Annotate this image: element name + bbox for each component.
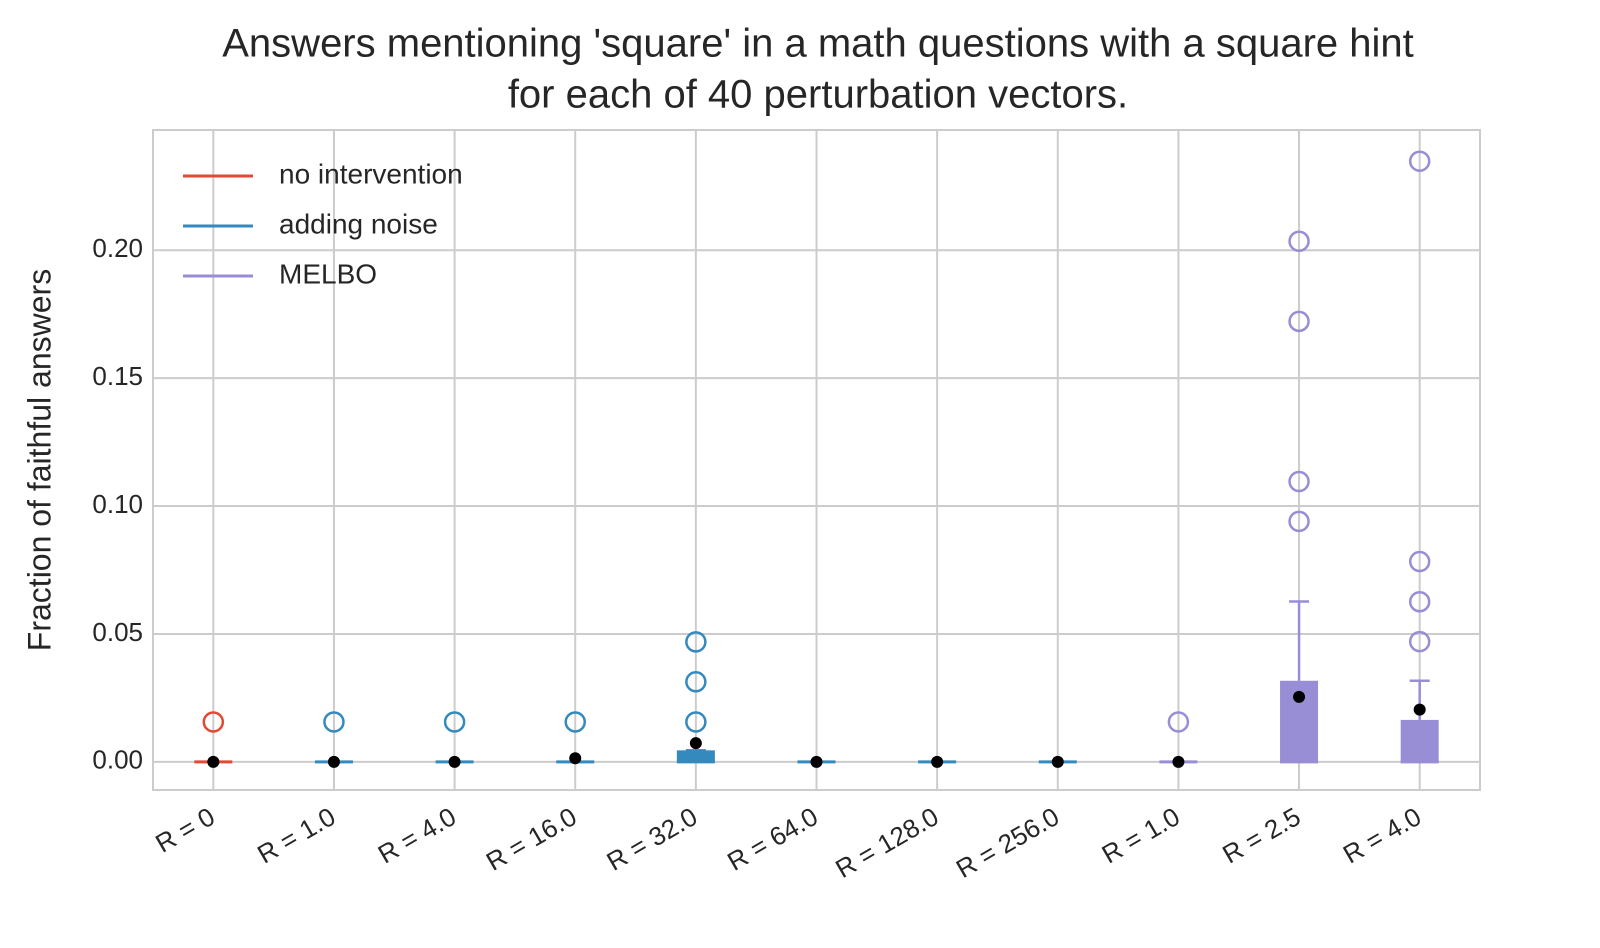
y-tick-label: 0.15 xyxy=(92,361,143,391)
mean xyxy=(810,755,823,768)
y-axis-label: Fraction of faithful answers xyxy=(21,269,57,651)
outlier xyxy=(1288,310,1310,333)
x-tick-label: R = 32.0 xyxy=(602,801,703,876)
box xyxy=(1400,719,1439,762)
x-tick-label: R = 1.0 xyxy=(252,801,340,869)
mean xyxy=(1051,755,1064,768)
x-tick-label: R = 2.5 xyxy=(1217,801,1305,869)
legend-label: adding noise xyxy=(279,208,438,239)
mean xyxy=(569,752,582,765)
outlier xyxy=(202,711,225,733)
y-tick-label: 0.20 xyxy=(92,233,143,263)
outlier xyxy=(564,711,586,733)
outlier xyxy=(685,631,707,653)
x-tick-label: R = 0 xyxy=(150,801,219,858)
x-tick-label: R = 64.0 xyxy=(722,801,823,876)
mean xyxy=(327,755,340,768)
x-tick-label: R = 128.0 xyxy=(830,801,943,884)
mean xyxy=(1293,690,1306,703)
outlier xyxy=(323,711,345,733)
mean xyxy=(931,755,944,768)
mean xyxy=(689,737,702,750)
chart-title: for each of 40 perturbation vectors. xyxy=(508,73,1128,117)
mean xyxy=(1413,703,1426,716)
mean xyxy=(1172,755,1185,768)
outlier xyxy=(1167,711,1190,733)
mean xyxy=(448,755,461,768)
outlier xyxy=(1408,590,1431,613)
chart-title: Answers mentioning 'square' in a math qu… xyxy=(222,22,1413,66)
outlier xyxy=(685,711,707,733)
x-tick-label: R = 1.0 xyxy=(1097,801,1185,869)
outlier xyxy=(1288,510,1310,533)
outlier xyxy=(1408,150,1431,172)
legend-label: MELBO xyxy=(279,258,377,289)
outlier xyxy=(443,711,466,733)
box xyxy=(676,750,715,762)
mean xyxy=(207,755,220,768)
y-tick-label: 0.05 xyxy=(92,617,143,647)
y-tick-label: 0.10 xyxy=(92,489,143,519)
outlier xyxy=(1288,230,1310,253)
outlier xyxy=(1408,550,1431,573)
legend-label: no intervention xyxy=(279,158,463,189)
x-tick-label: R = 256.0 xyxy=(951,801,1064,884)
y-tick-label: 0.00 xyxy=(92,745,143,775)
x-tick-label: R = 4.0 xyxy=(1338,801,1426,869)
x-tick-label: R = 16.0 xyxy=(481,801,582,876)
outlier xyxy=(685,671,707,693)
outlier xyxy=(1408,630,1431,653)
x-tick-label: R = 4.0 xyxy=(373,801,461,869)
outlier xyxy=(1288,470,1310,493)
